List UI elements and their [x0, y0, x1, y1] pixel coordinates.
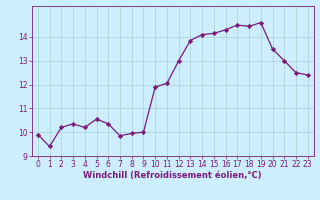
X-axis label: Windchill (Refroidissement éolien,°C): Windchill (Refroidissement éolien,°C) [84, 171, 262, 180]
